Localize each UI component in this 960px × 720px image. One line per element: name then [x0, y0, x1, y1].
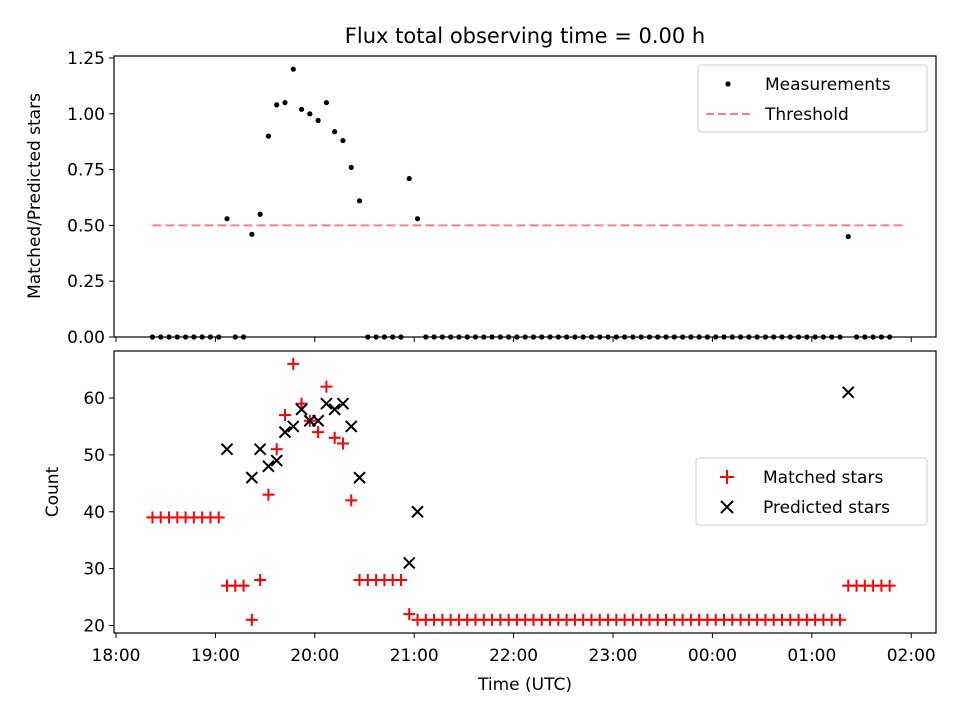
matched-star-point — [254, 574, 267, 586]
matched-star-point — [403, 608, 416, 621]
top-legend-box — [697, 64, 928, 133]
predicted-star-point — [336, 397, 350, 410]
matched-star-point — [262, 488, 275, 501]
matched-star-point — [295, 397, 308, 410]
measurement-point — [290, 66, 296, 72]
measurement-point — [265, 133, 272, 139]
measurement-point — [414, 216, 421, 222]
bottom-x-tick-label: 18:00 — [92, 646, 141, 666]
predicted-star-point — [353, 471, 366, 484]
matched-star-point — [270, 443, 283, 456]
matched-star-point — [287, 357, 300, 370]
bottom-legend: Matched stars Predicted stars — [695, 457, 928, 526]
measurement-point — [323, 100, 330, 106]
matched-star-point — [278, 409, 291, 422]
matched-star-point — [336, 437, 349, 450]
bottom-y-tick-label: 20 — [83, 617, 105, 637]
measurement-point — [315, 117, 321, 124]
bottom-y-tick-label: 40 — [83, 503, 105, 523]
matched-star-point — [245, 613, 258, 626]
legend-measurements-marker — [725, 81, 731, 87]
matched-star-point — [394, 574, 407, 586]
predicted-star-point — [220, 442, 234, 456]
matched-star-point — [320, 380, 333, 393]
top-legend: Measurements Threshold — [697, 64, 928, 133]
bottom-y-tick-label: 50 — [83, 446, 105, 466]
legend-predicted-label: Predicted stars — [763, 498, 890, 518]
top-y-tick-label: 0.50 — [67, 216, 105, 236]
predicted-star-point — [295, 403, 308, 416]
bottom-x-tick-label: 21:00 — [390, 646, 439, 666]
legend-threshold-label: Threshold — [764, 105, 849, 125]
predicted-star-point — [411, 505, 424, 518]
top-panel: Matched/Predicted stars Measurements Thr… — [25, 49, 937, 348]
measurement-point — [307, 111, 313, 117]
predicted-star-point — [262, 460, 275, 473]
bottom-x-tick-label: 02:00 — [887, 646, 936, 666]
predicted-star-point — [245, 471, 259, 484]
bottom-x-tick-label: 22:00 — [489, 646, 538, 666]
bottom-x-tick-label: 19:00 — [191, 646, 240, 666]
bottom-x-tick-label: 23:00 — [589, 646, 638, 666]
bottom-x-tick-label: 01:00 — [787, 646, 836, 666]
measurement-point — [845, 233, 851, 240]
top-y-tick-label: 1.00 — [67, 105, 105, 125]
bottom-panel: Count Time (UTC) Matched stars Predicted… — [43, 350, 937, 695]
legend-matched-marker — [720, 470, 734, 484]
measurement-point — [274, 102, 280, 108]
top-y-axis-label: Matched/Predicted stars — [25, 93, 45, 299]
top-axes-frame — [113, 55, 937, 338]
predicted-star-point — [311, 414, 325, 427]
predicted-star-point — [345, 420, 358, 433]
top-y-tick-label: 0.75 — [67, 161, 105, 181]
top-plot-area — [149, 66, 907, 340]
measurement-point — [356, 198, 363, 204]
measurement-point — [282, 100, 288, 106]
matched-star-point — [212, 511, 225, 524]
predicted-star-point — [403, 556, 416, 570]
bottom-legend-box — [695, 457, 928, 526]
bottom-x-tick-label: 00:00 — [688, 646, 737, 666]
matched-star-point — [237, 579, 250, 592]
bottom-plot-area — [146, 357, 896, 626]
top-chart-title: Flux total observing time = 0.00 h — [345, 24, 705, 48]
top-y-tick-label: 0.00 — [67, 328, 105, 348]
predicted-star-point — [842, 386, 855, 399]
measurement-point — [348, 164, 354, 170]
matched-star-point — [883, 579, 896, 592]
predicted-star-point — [270, 454, 283, 467]
bottom-x-tick-label: 20:00 — [290, 646, 339, 666]
measurement-point — [257, 211, 263, 217]
measurement-point — [340, 137, 346, 144]
matched-star-point — [312, 426, 325, 439]
measurement-point — [224, 216, 230, 222]
measurement-point — [332, 129, 338, 135]
bottom-y-tick-label: 30 — [83, 560, 105, 580]
legend-predicted-marker — [720, 500, 734, 514]
bottom-axes-frame — [113, 350, 937, 634]
bottom-x-axis-label: Time (UTC) — [477, 675, 572, 695]
matched-star-point — [345, 494, 358, 507]
matched-star-point — [833, 613, 846, 626]
legend-measurements-label: Measurements — [765, 75, 891, 95]
bottom-y-tick-label: 60 — [83, 389, 105, 409]
predicted-star-point — [287, 420, 300, 433]
measurement-point — [406, 175, 412, 182]
predicted-star-point — [328, 403, 341, 416]
predicted-star-point — [278, 425, 292, 439]
bottom-y-axis-label: Count — [43, 466, 63, 517]
top-y-tick-label: 1.25 — [67, 49, 105, 69]
legend-matched-label: Matched stars — [763, 468, 883, 488]
predicted-star-point — [253, 442, 267, 456]
top-y-tick-label: 0.25 — [67, 272, 105, 292]
matched-star-point — [328, 431, 341, 444]
measurement-point — [298, 106, 305, 112]
predicted-star-point — [320, 397, 333, 410]
measurement-point — [249, 231, 255, 237]
